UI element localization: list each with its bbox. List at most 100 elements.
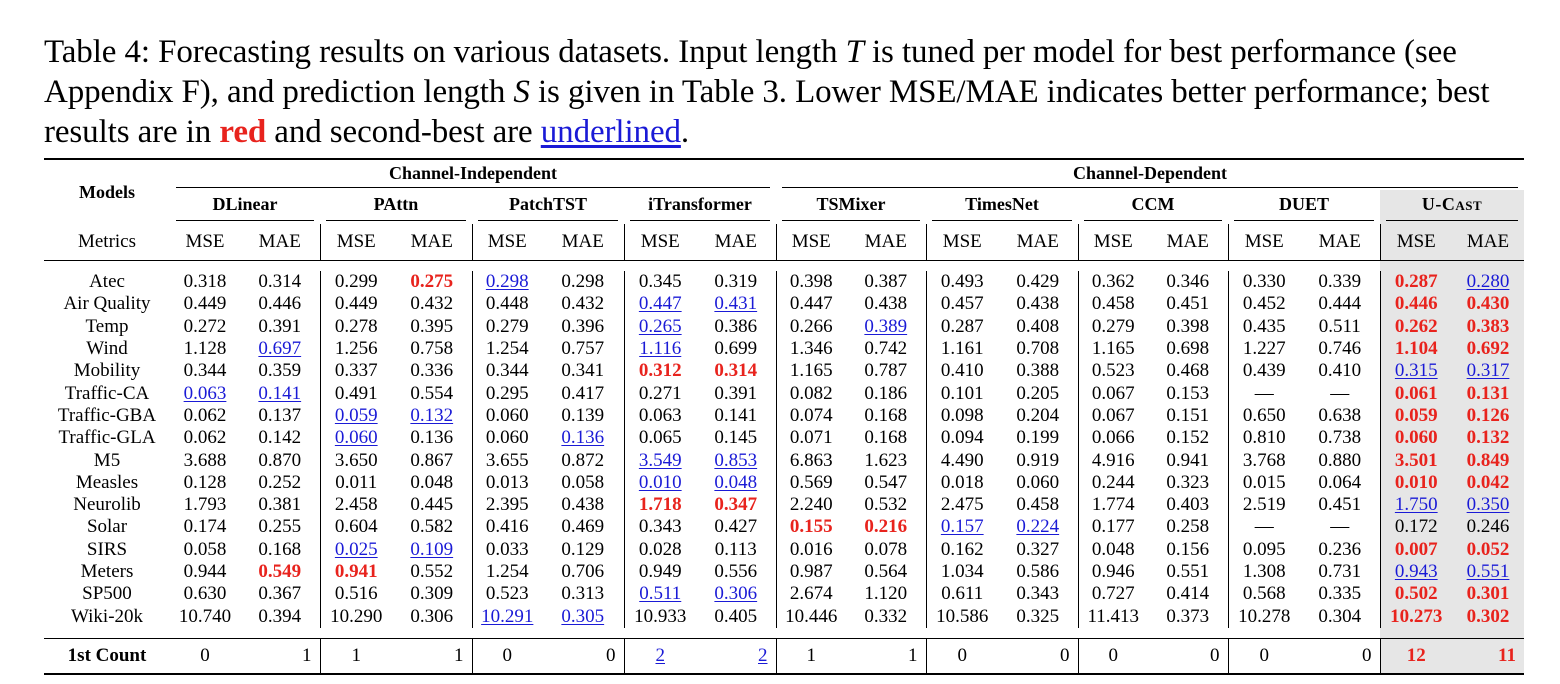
cell-value: 1: [302, 644, 312, 666]
table-cell: 0.010: [624, 472, 696, 494]
table-cell: 0.430: [1452, 293, 1524, 316]
cell-value: 11.413: [1087, 605, 1140, 627]
table-cell: 1.128: [170, 338, 240, 360]
table-cell: 1.718: [624, 494, 696, 516]
table-cell: 0.060: [472, 427, 542, 449]
cell-value: 10.586: [936, 605, 989, 627]
table-cell: 0.136: [542, 427, 625, 450]
table-cell: 0.435: [1228, 316, 1300, 338]
table-cell: 0.432: [392, 293, 473, 316]
model-name: PAttn: [373, 193, 419, 214]
table-cell: 1.623: [846, 449, 927, 472]
table-cell: 0.452: [1228, 293, 1300, 315]
cell-value: 0.058: [561, 471, 605, 493]
cell-value: 2: [655, 644, 666, 666]
cell-value: 0.141: [714, 404, 758, 426]
cell-value: 10.446: [785, 605, 838, 627]
cell-value: 0.410: [1318, 360, 1362, 382]
cell-value: 10.273: [1390, 605, 1443, 627]
table-cell: 10.740: [170, 605, 240, 627]
cell-value: 0.060: [1394, 427, 1438, 449]
table-cell: 0.205: [998, 382, 1079, 405]
table-cell: 0.849: [1452, 449, 1524, 472]
cell-value: 0.430: [1466, 293, 1510, 315]
table-cell: 0.174: [170, 516, 240, 538]
caption-text: Table 4: Forecasting results on various …: [44, 34, 846, 70]
cell-value: 1.346: [789, 338, 833, 360]
table-cell: 0.727: [1078, 583, 1148, 605]
table-cell: 0.186: [846, 382, 927, 405]
cell-value: 1.227: [1242, 338, 1286, 360]
model-header: PatchTST: [472, 190, 624, 224]
cell-value: 0.554: [410, 382, 454, 404]
table-cell: 0.204: [998, 404, 1079, 428]
cell-value: 0.449: [183, 293, 227, 315]
table-cell: 0.699: [696, 337, 777, 361]
cell-value: —: [1330, 382, 1350, 404]
cell-value: 0: [502, 644, 513, 666]
cell-value: 11: [1498, 644, 1516, 666]
cell-value: 0.109: [410, 538, 454, 560]
table-cell: 0.449: [170, 293, 240, 315]
table-cell: 0.317: [1452, 360, 1524, 383]
table-cell: 0.332: [846, 605, 927, 628]
cell-value: 0.435: [1242, 315, 1286, 337]
table-cell: 0.013: [472, 472, 542, 494]
cell-value: 4.490: [940, 449, 984, 471]
table-cell: 0.697: [240, 337, 321, 361]
table-cell: 0: [926, 639, 998, 673]
table-cell: 1.116: [624, 338, 696, 360]
cell-value: 0.048: [714, 471, 758, 493]
table-cell: 0.060: [472, 405, 542, 427]
cell-value: 0.306: [714, 583, 758, 605]
table-cell: 0.344: [170, 360, 240, 382]
table-cell: 0.448: [472, 293, 542, 315]
cell-value: 0.946: [1091, 561, 1135, 582]
metric-header: MSE: [1093, 231, 1133, 252]
metric-header: MAE: [1300, 224, 1381, 261]
cell-value: 0.388: [1016, 360, 1060, 382]
cell-value: 0.410: [940, 360, 984, 382]
cell-value: 0.405: [714, 605, 758, 627]
cell-value: 0.010: [638, 471, 682, 493]
cell-value: 0: [606, 644, 616, 666]
table-cell: 0.109: [392, 538, 473, 561]
table-cell: 1.161: [926, 338, 998, 360]
cell-value: 0.452: [1242, 293, 1286, 315]
cell-value: 0.511: [639, 583, 682, 605]
table-cell: 0.367: [240, 583, 321, 606]
table-cell: 0.305: [542, 605, 625, 628]
table-cell: 0.373: [1148, 605, 1229, 628]
cell-value: 3.549: [638, 449, 682, 471]
table-cell: 0: [1228, 639, 1300, 673]
cell-value: 0.403: [1166, 494, 1210, 516]
table-cell: 10.273: [1380, 605, 1452, 628]
table-cell: 1: [392, 638, 473, 673]
cell-value: 0.408: [1016, 315, 1060, 337]
table-cell: 0.398: [776, 271, 846, 293]
table-cell: 0.266: [776, 316, 846, 338]
model-name: TSMixer: [816, 193, 886, 214]
cell-value: 0.317: [1466, 360, 1510, 382]
table-caption: Table 4: Forecasting results on various …: [44, 32, 1534, 152]
cell-value: 0.438: [1016, 293, 1060, 315]
cell-value: 0.432: [410, 293, 454, 315]
table-cell: 6.863: [776, 449, 846, 471]
cell-value: 0.275: [410, 271, 454, 293]
table-cell: 0.569: [776, 472, 846, 494]
table-cell: 0.438: [846, 293, 927, 316]
table-cell: 2.458: [320, 494, 392, 516]
cell-value: 0.129: [561, 538, 605, 560]
cell-value: 0.849: [1466, 449, 1510, 471]
cell-value: 0.638: [1318, 404, 1362, 426]
count-label: 1st Count: [67, 644, 147, 666]
cell-value: 0.949: [638, 561, 682, 582]
cell-value: 0.299: [334, 271, 378, 293]
cell-value: 0.446: [258, 293, 302, 315]
cell-value: 0.301: [1466, 583, 1510, 605]
cell-value: 0.272: [183, 315, 227, 337]
cell-value: 0.168: [864, 404, 908, 426]
table-cell: 0.137: [240, 404, 321, 428]
table-cell: 0.059: [1380, 404, 1452, 428]
cell-value: 0.318: [183, 271, 227, 293]
